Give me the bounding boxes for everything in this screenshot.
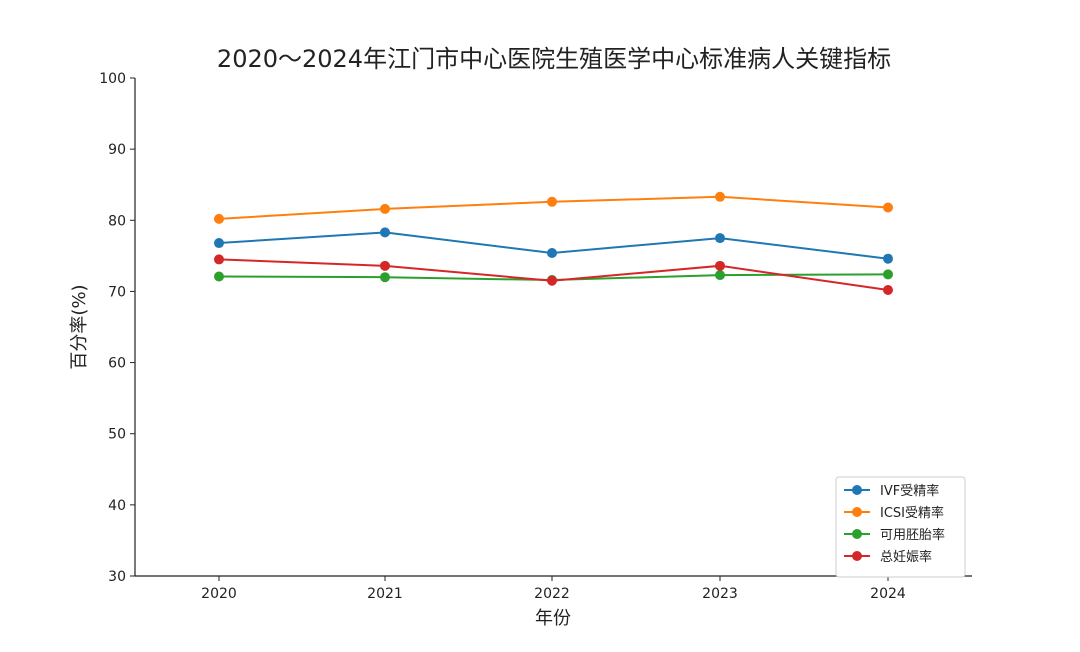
data-point — [214, 254, 224, 265]
legend-label: ICSI受精率 — [880, 505, 944, 521]
y-tick-label: 60 — [108, 356, 126, 372]
x-tick-label: 2023 — [702, 586, 738, 602]
data-point — [715, 233, 725, 244]
x-tick-label: 2024 — [870, 586, 906, 602]
y-tick-label: 30 — [108, 569, 126, 585]
data-point — [547, 196, 557, 207]
legend-swatch-marker — [852, 485, 862, 495]
data-point — [547, 275, 557, 286]
legend-swatch-marker — [852, 507, 862, 517]
y-tick-label: 90 — [108, 142, 126, 158]
data-point — [883, 285, 893, 296]
x-tick-label: 2021 — [367, 586, 403, 602]
series-layer — [214, 191, 893, 296]
data-point — [883, 269, 893, 280]
data-point — [380, 227, 390, 238]
data-point — [380, 272, 390, 283]
x-axis-title: 年份 — [535, 608, 571, 629]
data-point — [214, 213, 224, 224]
data-point — [883, 253, 893, 264]
data-point — [715, 260, 725, 271]
data-point — [380, 260, 390, 271]
y-tick-label: 50 — [108, 427, 126, 443]
legend-label: 总妊娠率 — [880, 549, 932, 565]
y-tick-label: 70 — [108, 284, 126, 300]
legend-label: IVF受精率 — [880, 483, 939, 499]
data-point — [214, 271, 224, 282]
y-tick-label: 100 — [99, 71, 126, 87]
data-point — [380, 203, 390, 214]
data-point — [715, 270, 725, 281]
x-tick-label: 2020 — [201, 586, 237, 602]
legend-box — [835, 476, 966, 578]
y-tick-label: 80 — [108, 213, 126, 229]
legend-swatch-marker — [852, 529, 862, 539]
data-point — [715, 191, 725, 202]
legend-label: 可用胚胎率 — [880, 527, 945, 543]
y-axis-title: 百分率(%) — [69, 284, 90, 369]
chart-title: 2020～2024年江门市中心医院生殖医学中心标准病人关键指标 — [217, 45, 891, 73]
data-point — [214, 238, 224, 249]
axes: 30 40 50 60 70 80 90 100 2020 2021 2022 2023 2024 — [99, 71, 972, 602]
y-tick-label: 40 — [108, 498, 126, 514]
legend-swatch-marker — [852, 551, 862, 561]
data-point — [547, 248, 557, 259]
x-tick-label: 2022 — [534, 586, 570, 602]
data-point — [883, 202, 893, 213]
